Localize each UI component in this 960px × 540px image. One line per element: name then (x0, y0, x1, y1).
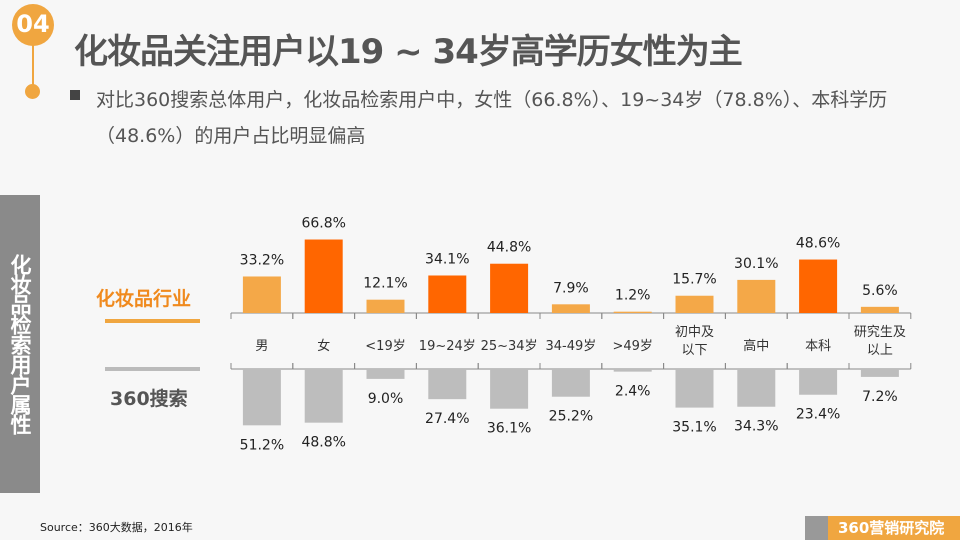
series-line-cosmetics (105, 319, 200, 323)
bar-cosmetics (490, 263, 529, 313)
bar-cosmetics (737, 279, 776, 313)
data-label-360: 35.1% (672, 420, 716, 436)
data-label-cosmetics: 5.6% (862, 283, 898, 299)
data-label-360: 36.1% (487, 421, 531, 437)
data-label-cosmetics: 34.1% (425, 251, 469, 267)
category-label: 研究生及 (854, 325, 906, 340)
bar-360 (799, 369, 838, 395)
bar-360 (490, 369, 529, 409)
bar-360 (366, 369, 405, 379)
brand-logo: 360营销研究院 (805, 516, 960, 540)
category-label: 19~24岁 (419, 339, 476, 354)
data-label-cosmetics: 7.9% (553, 280, 589, 296)
data-label-cosmetics: 48.6% (796, 236, 840, 252)
bullet-icon (70, 90, 80, 100)
category-label: 本科 (805, 339, 831, 354)
category-label: 以上 (867, 343, 893, 358)
data-label-360: 48.8% (301, 435, 345, 451)
data-label-cosmetics: 66.8% (301, 216, 345, 232)
bar-360 (304, 369, 343, 423)
series-label-cosmetics: 化妆品行业 (96, 288, 192, 310)
category-label: 男 (255, 339, 268, 354)
series-line-360 (105, 367, 200, 371)
category-label: 高中 (743, 338, 769, 354)
bar-cosmetics (551, 304, 590, 313)
bar-cosmetics (304, 239, 343, 313)
data-label-360: 23.4% (796, 407, 840, 423)
description: 对比360搜索总体用户，化妆品检索用户中，女性（66.8%）、19~34岁（78… (96, 89, 888, 147)
data-label-cosmetics: 33.2% (240, 252, 284, 268)
data-label-360: 9.0% (368, 391, 404, 407)
bar-cosmetics (366, 299, 405, 313)
data-label-360: 51.2% (240, 437, 284, 453)
bar-360 (675, 369, 714, 408)
source-note: Source：360大数据，2016年 (40, 521, 193, 534)
data-label-cosmetics: 15.7% (672, 272, 716, 288)
series-label-360: 360搜索 (110, 388, 188, 410)
bar-360 (551, 369, 590, 397)
bar-cosmetics (613, 311, 652, 313)
category-label: 25~34岁 (481, 339, 538, 354)
page-title: 化妆品关注用户以19 ~ 34岁高学历女性为主 (74, 32, 743, 72)
bar-360 (860, 369, 899, 377)
bar-360 (613, 369, 652, 372)
category-label: 初中及 (675, 325, 714, 340)
bar-360 (737, 369, 776, 407)
badge-pin-dot (25, 84, 40, 99)
bar-cosmetics (242, 276, 281, 313)
bar-360 (242, 369, 281, 426)
data-label-360: 34.3% (734, 419, 778, 435)
bar-cosmetics (675, 295, 714, 313)
category-label: 女 (317, 338, 330, 354)
bar-cosmetics (860, 306, 899, 313)
bar-cosmetics (799, 259, 838, 313)
data-label-360: 2.4% (615, 384, 651, 400)
bar-cosmetics (428, 275, 467, 313)
section-number-badge: 04 (12, 4, 54, 46)
category-label: >49岁 (612, 339, 652, 354)
category-label: <19岁 (365, 339, 405, 354)
badge-pin-line (32, 42, 34, 86)
data-label-360: 27.4% (425, 411, 469, 427)
data-label-cosmetics: 44.8% (487, 240, 531, 256)
category-label: 34-49岁 (546, 339, 597, 354)
side-label: 化妆品检索用户属性 (0, 195, 40, 493)
data-label-360: 7.2% (862, 389, 898, 405)
data-label-cosmetics: 1.2% (615, 288, 651, 304)
data-label-cosmetics: 30.1% (734, 256, 778, 272)
category-label: 以下 (681, 343, 707, 358)
data-label-360: 25.2% (549, 409, 593, 425)
data-label-cosmetics: 12.1% (363, 276, 407, 292)
bar-360 (428, 369, 467, 400)
